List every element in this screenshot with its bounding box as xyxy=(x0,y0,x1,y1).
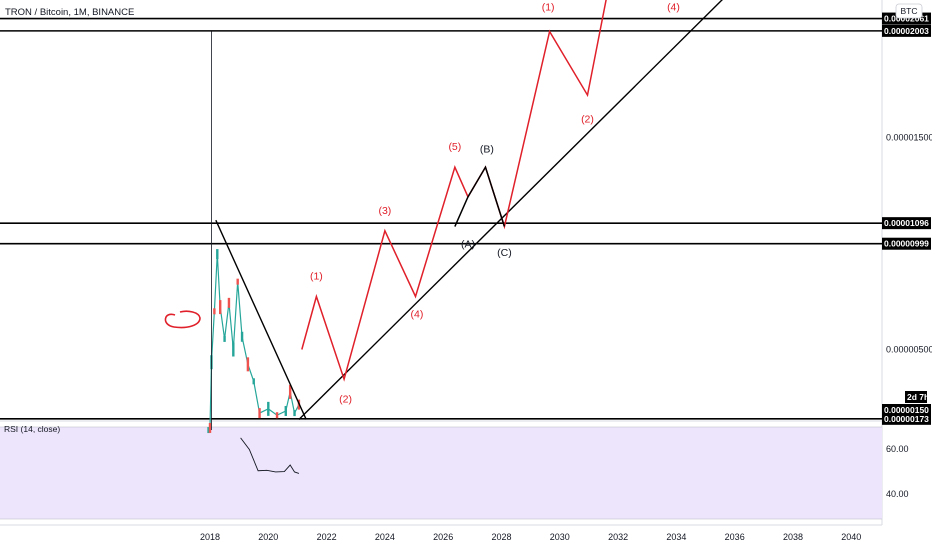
x-tick-label: 2032 xyxy=(608,532,628,542)
x-tick-label: 2022 xyxy=(317,532,337,542)
price-candle xyxy=(207,427,210,434)
wave-label: (4) xyxy=(667,1,680,13)
rsi-level-60: 60.00 xyxy=(886,444,909,454)
wave-label: (5) xyxy=(448,141,461,153)
y-tick-label: 0.00001500 xyxy=(886,133,932,143)
symbol-title[interactable]: TRON / Bitcoin, 1M, BINANCE xyxy=(5,7,134,18)
price-badge xyxy=(882,404,931,416)
highlight-scribble xyxy=(164,310,201,329)
wave-label: (C) xyxy=(497,247,512,259)
trendline xyxy=(298,0,723,420)
wave-label: (2) xyxy=(339,394,352,406)
x-tick-label: 2018 xyxy=(200,532,220,542)
price-candle xyxy=(293,410,296,417)
rsi-level-40: 40.00 xyxy=(886,489,909,499)
price-candle xyxy=(240,331,244,342)
x-tick-label: 2024 xyxy=(375,532,395,542)
price-candle xyxy=(258,408,261,419)
x-tick-label: 2020 xyxy=(258,532,278,542)
price-candle xyxy=(267,401,270,416)
price-candle xyxy=(216,249,219,260)
wave-label: (3) xyxy=(378,205,391,217)
price-candle xyxy=(223,335,226,342)
y-tick-label: 0.00000500 xyxy=(886,345,932,355)
wave-label: (2) xyxy=(581,114,594,126)
price-candle xyxy=(252,378,255,385)
price-candle xyxy=(227,297,231,308)
price-candle xyxy=(232,342,235,357)
x-tick-label: 2038 xyxy=(783,532,803,542)
x-tick-label: 2028 xyxy=(491,532,511,542)
wave-label: (B) xyxy=(480,143,494,155)
price-candle xyxy=(213,308,216,315)
x-tick-label: 2036 xyxy=(725,532,745,542)
rsi-band xyxy=(0,427,882,519)
x-tick-label: 2026 xyxy=(433,532,453,542)
price-badge-label: 0.00002003 xyxy=(884,26,929,36)
price-candle xyxy=(208,422,212,433)
downtrend-line xyxy=(215,219,307,420)
price-candle xyxy=(284,405,287,416)
currency-button-label: BTC xyxy=(901,6,918,16)
price-badge xyxy=(882,217,931,230)
price-badge-label: 0.00000173 xyxy=(884,414,929,424)
price-badge-label: 0.00000150 xyxy=(884,405,929,415)
price-badge-label: 0.00002061 xyxy=(884,14,929,24)
rsi-label[interactable]: RSI (14, close) xyxy=(4,424,60,434)
wave-label: (1) xyxy=(542,1,555,13)
price-badge-label: 2d 7h xyxy=(907,392,929,402)
price-candle xyxy=(275,412,279,419)
price-badge-label: 0.00001096 xyxy=(884,218,929,228)
x-tick-label: 2040 xyxy=(841,532,861,542)
x-tick-label: 2034 xyxy=(666,532,686,542)
rsi-line xyxy=(240,437,300,474)
price-candle xyxy=(288,384,292,399)
price-badge xyxy=(882,237,931,250)
price-candle xyxy=(219,300,222,315)
price-badge xyxy=(905,391,927,403)
wave-label: (4) xyxy=(411,309,424,321)
x-tick-label: 2030 xyxy=(550,532,570,542)
price-history-line xyxy=(208,254,300,431)
price-candle xyxy=(236,278,239,285)
wave-label: (A) xyxy=(461,239,475,251)
currency-button[interactable]: BTC xyxy=(895,3,923,19)
price-badge xyxy=(882,24,931,37)
price-badge-label: 0.00000999 xyxy=(884,239,929,249)
projection-abc-segment xyxy=(454,165,506,227)
wave-label: (1) xyxy=(310,271,323,283)
price-candle xyxy=(246,357,250,372)
projection-path xyxy=(301,0,607,382)
